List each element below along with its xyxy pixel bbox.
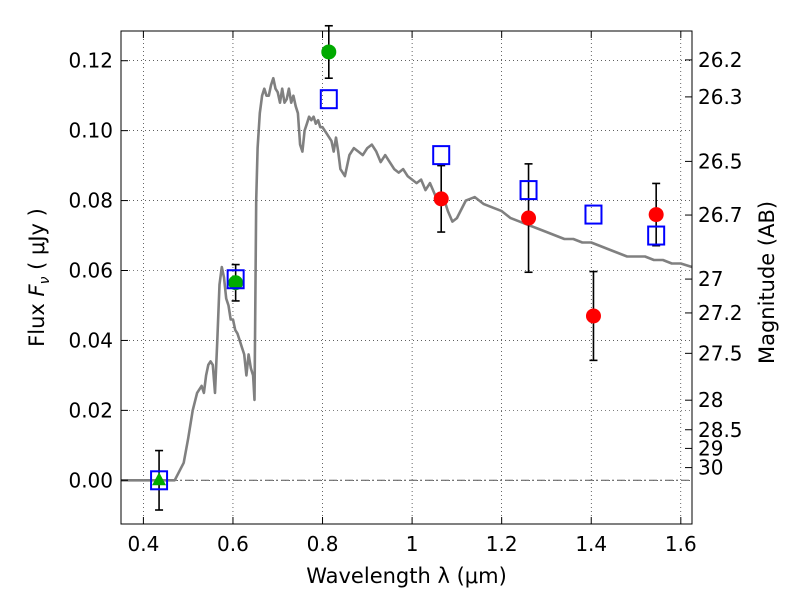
magnitude-tick-label: 27.5 [698,341,743,365]
x-tick-label: 1 [406,532,419,556]
y-tick-label: 0.00 [68,468,113,492]
magnitude-tick-label: 26.7 [698,203,743,227]
y-axis-label: Flux Fν ( μJy ) [25,208,53,347]
model-sed-curve [121,76,693,482]
y-tick-label: 0.06 [68,259,113,283]
data-point-triangle [152,472,167,486]
y-axis-label-var: F [25,284,49,297]
x-tick-label: 0.6 [217,532,249,556]
magnitude-tick-label: 26.3 [698,85,743,109]
magnitude-tick-label: 26.2 [698,48,743,72]
data-point-circle [585,308,601,324]
axis-ticks: 0.4 0.6 0.8 1 1.2 1.4 1.6 0.00 0.02 0.04 0.06 0.08 0… [68,31,743,556]
magnitude-tick-label: 29 [698,436,723,460]
model-photometry-square [226,269,245,290]
magnitude-tick-label: 27.2 [698,301,743,325]
x-tick-label: 1.6 [665,532,697,556]
x-tick-label: 0.4 [127,532,159,556]
magnitude-tick-label: 28.5 [698,418,743,442]
plot-frame [120,30,693,525]
model-photometry-square [150,470,169,491]
y-axis-label-sub: ν [37,276,53,284]
y-tick-label: 0.04 [68,328,113,352]
x-axis-label: Wavelength λ (μm) [306,564,507,588]
model-photometry-square [432,145,451,166]
y-axis-label-prefix: Flux [25,297,49,347]
y-axis-label-suffix: ( μJy ) [25,208,49,276]
y-tick-label: 0.08 [68,189,113,213]
model-sed-layer [121,76,693,482]
x-tick-label: 1.4 [575,532,607,556]
magnitude-tick-label: 27 [698,267,723,291]
y-tick-label: 0.10 [68,119,113,143]
magnitude-tick-label: 28 [698,388,723,412]
x-tick-label: 0.8 [307,532,339,556]
magnitude-tick-label: 26.5 [698,149,743,173]
data-point-circle [648,207,664,223]
y-tick-label: 0.12 [68,49,113,73]
magnitude-axis-label: Magnitude (AB) [755,201,779,364]
magnitude-tick-label: 30 [698,456,723,480]
axis-labels: Wavelength λ (μm) Flux Fν ( μJy ) Magnit… [25,201,779,588]
data-point-circle [433,191,449,207]
data-point-circle [521,210,537,226]
data-point-circle [228,275,244,291]
model-photometry-square [319,89,338,110]
model-photometry-square [519,180,538,201]
data-points-layer [150,24,666,511]
model-photometry-square [647,225,666,246]
model-photometry-square [584,204,603,225]
y-tick-label: 0.02 [68,398,113,422]
x-tick-label: 1.2 [486,532,518,556]
data-point-circle [321,44,337,60]
